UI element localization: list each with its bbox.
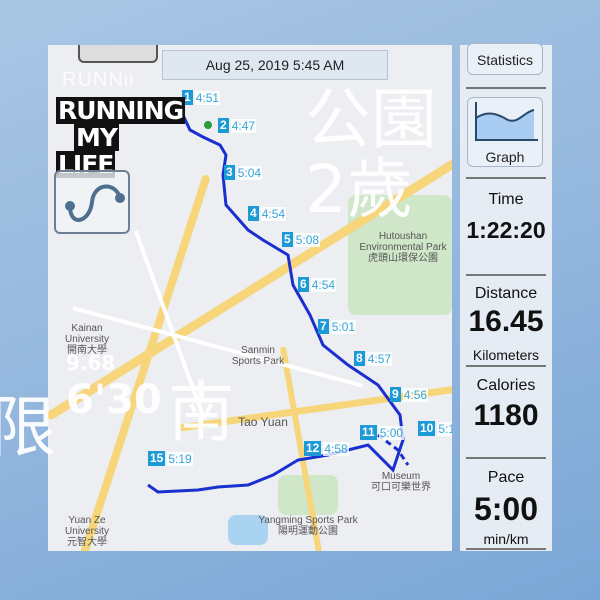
- running-my-life-logo: RUNNING MY LIFE: [56, 96, 186, 179]
- map-label: Tao Yuan: [238, 415, 288, 429]
- divider: [466, 457, 546, 459]
- km-pace: 4:57: [366, 351, 393, 366]
- km-pace: 5:10: [437, 421, 452, 436]
- map-label: Yuan Ze University 元智大學: [65, 515, 109, 548]
- km-number: 10: [418, 421, 436, 436]
- map-label: Museum 可口可樂世界: [371, 471, 431, 493]
- stats-sidebar: Statistics Graph Time 1:22:20 Distance 1…: [460, 43, 552, 551]
- km-number: 3: [224, 165, 235, 180]
- divider: [466, 274, 546, 276]
- km-number: 8: [354, 351, 365, 366]
- pace-unit: min/km: [483, 531, 529, 547]
- map-label: Hutoushan Environmental Park 虎頭山環保公園: [359, 231, 447, 264]
- graph-icon: [475, 102, 538, 141]
- distance-unit: Kilometers: [472, 347, 540, 363]
- km-split-marker[interactable]: 3 5:04: [224, 165, 263, 180]
- route-map[interactable]: Hutoushan Environmental Park 虎頭山環保公園 Sanm…: [48, 45, 452, 551]
- statistics-button[interactable]: Statistics: [467, 43, 543, 75]
- calories-label: Calories: [476, 377, 536, 394]
- km-split-marker[interactable]: 5 5:08: [282, 232, 321, 247]
- pace-label: Pace: [487, 469, 525, 486]
- km-pace: 5:04: [236, 165, 263, 180]
- km-split-marker[interactable]: 15 5:19: [148, 451, 193, 466]
- km-pace: 5:01: [330, 319, 357, 334]
- divider: [466, 365, 546, 367]
- km-split-marker[interactable]: 105:10: [418, 421, 452, 436]
- divider: [466, 177, 546, 179]
- km-number: 9: [390, 387, 401, 402]
- km-pace: 4:47: [230, 118, 257, 133]
- graph-label: Graph: [485, 149, 525, 165]
- run-datetime: Aug 25, 2019 5:45 AM: [205, 57, 345, 73]
- km-split-marker[interactable]: 8 4:57: [354, 351, 393, 366]
- km-number: 1: [182, 90, 193, 105]
- distance-value: 16.45: [468, 305, 544, 338]
- divider: [466, 87, 546, 89]
- km-pace: 5:00: [378, 425, 405, 440]
- km-number: 11: [360, 425, 377, 440]
- km-split-marker[interactable]: 6 4:54: [298, 277, 337, 292]
- graph-button[interactable]: Graph: [467, 97, 543, 167]
- calories-value: 1180: [473, 399, 539, 432]
- km-pace: 4:56: [402, 387, 429, 402]
- pace-value: 5:00: [473, 491, 539, 527]
- km-number: 5: [282, 232, 293, 247]
- km-number: 6: [298, 277, 309, 292]
- start-marker: [204, 121, 212, 129]
- km-number: 2: [218, 118, 229, 133]
- km-pace: 4:51: [194, 90, 221, 105]
- route-toggle-button[interactable]: [54, 170, 130, 234]
- km-split-marker[interactable]: 7 5:01: [318, 319, 357, 334]
- km-number: 12: [304, 441, 322, 456]
- km-pace: 4:54: [260, 206, 287, 221]
- route-icon: [65, 184, 125, 222]
- back-tab[interactable]: [78, 45, 158, 63]
- km-split-marker[interactable]: 9 4:56: [390, 387, 429, 402]
- km-number: 15: [148, 451, 166, 466]
- km-split-marker[interactable]: 11 5:00: [360, 425, 405, 440]
- time-label: Time: [488, 191, 524, 208]
- water-area: [228, 515, 268, 545]
- km-split-marker[interactable]: 4 4:54: [248, 206, 287, 221]
- km-split-marker[interactable]: 2 4:47: [218, 118, 257, 133]
- map-label: Yangming Sports Park 陽明運動公園: [258, 515, 358, 537]
- km-split-marker[interactable]: 12 4:58: [304, 441, 349, 456]
- time-value: 1:22:20: [466, 217, 546, 243]
- km-number: 4: [248, 206, 259, 221]
- date-bar: Aug 25, 2019 5:45 AM: [162, 50, 388, 80]
- map-label: Sanmin Sports Park: [231, 345, 285, 367]
- distance-label: Distance: [474, 285, 538, 302]
- km-number: 7: [318, 319, 329, 334]
- divider: [466, 548, 546, 550]
- km-split-marker[interactable]: 1 4:51: [182, 90, 221, 105]
- km-pace: 4:58: [323, 441, 349, 456]
- map-label: Kainan University 開南大學: [65, 323, 109, 356]
- watermark: RUNNii: [62, 69, 135, 91]
- km-pace: 4:54: [310, 277, 337, 292]
- km-pace: 5:08: [294, 232, 321, 247]
- km-pace: 5:19: [167, 451, 193, 466]
